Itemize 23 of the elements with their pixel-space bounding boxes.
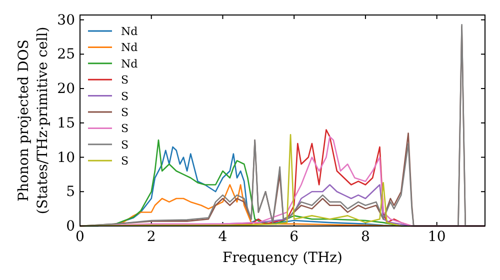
y-tick-label: 0 — [66, 218, 75, 234]
legend-label: Nd — [121, 41, 138, 54]
y-tick-label: 25 — [57, 46, 75, 63]
legend-label: S — [121, 154, 129, 168]
legend-label: S — [121, 106, 129, 119]
y-tick-label: 20 — [57, 81, 75, 98]
x-tick-label: 6 — [290, 228, 299, 245]
x-tick-label: 8 — [361, 228, 370, 245]
x-tick-label: 2 — [146, 228, 156, 245]
legend-label: Nd — [121, 25, 138, 38]
x-tick-label: 4 — [218, 228, 228, 245]
legend-label: Nd — [121, 57, 138, 70]
x-axis-title: Frequency (THz) — [222, 250, 343, 266]
y-axis-title: Phonon projected DOS (States/THz·primitive cell) — [16, 26, 51, 214]
y-tick-label: 10 — [57, 150, 75, 166]
x-tick-label: 10 — [428, 228, 446, 245]
y-tick-label: 30 — [57, 12, 75, 28]
legend-label: S — [121, 122, 129, 136]
legend-label: S — [121, 90, 129, 103]
legend-label: S — [121, 74, 129, 87]
y-tick-label: 15 — [57, 115, 75, 132]
legend-label: S — [121, 138, 129, 152]
y-tick-label: 5 — [66, 184, 75, 200]
